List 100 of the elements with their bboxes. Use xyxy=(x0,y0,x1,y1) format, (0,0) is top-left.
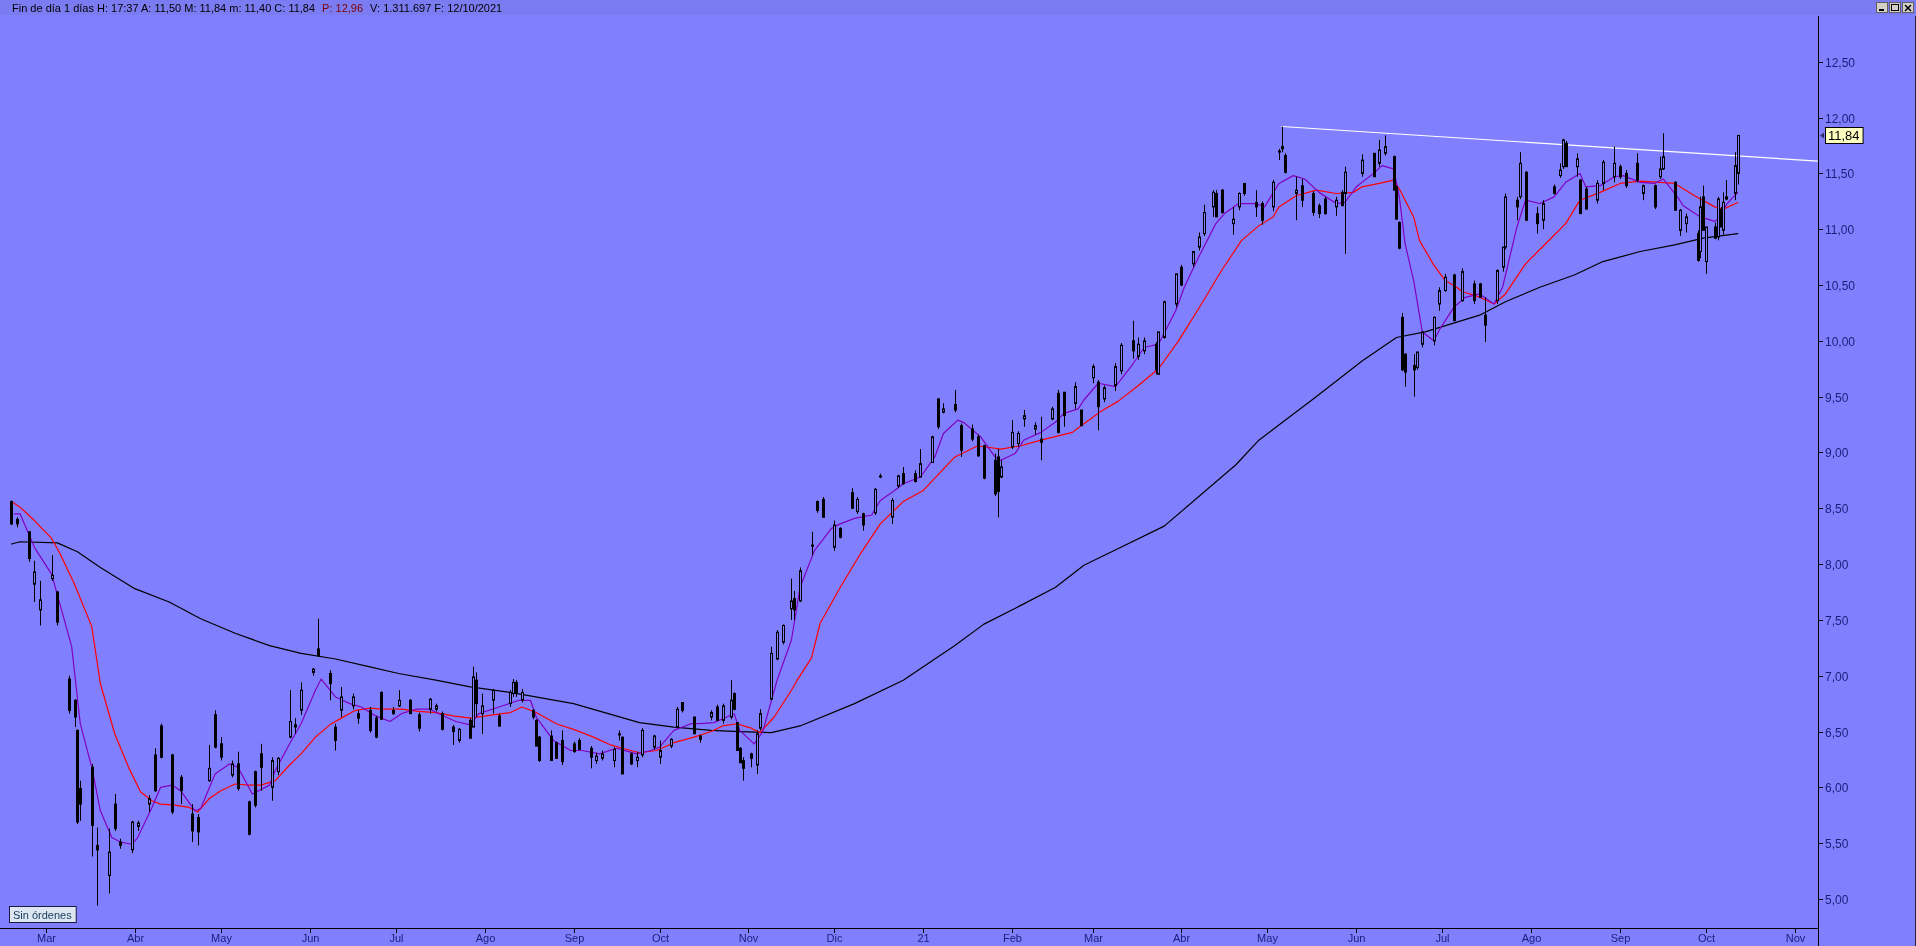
candlestick xyxy=(1281,126,1284,153)
candlestick xyxy=(1484,296,1487,343)
candlestick xyxy=(1132,320,1135,360)
x-tick-label: Ago xyxy=(1521,932,1542,944)
candlestick xyxy=(1295,176,1298,221)
candlestick xyxy=(1473,280,1476,305)
y-tick-label: 6,50 xyxy=(1825,725,1849,740)
x-tick-label: Mar xyxy=(1084,932,1104,944)
x-tick-label: Nov xyxy=(738,932,759,944)
x-tick-label: Dic xyxy=(826,932,843,944)
x-tick-label: Jul xyxy=(389,932,404,944)
candlestick xyxy=(96,827,99,907)
x-tick-label: Feb xyxy=(1003,932,1022,944)
y-tick-label: 10,50 xyxy=(1825,278,1856,293)
candlestick xyxy=(197,813,200,846)
candlestick xyxy=(1679,208,1682,237)
candlestick xyxy=(1373,152,1376,178)
x-tick-label: Abr xyxy=(126,932,145,944)
y-tick-label: 12,00 xyxy=(1825,111,1856,126)
candlestick xyxy=(954,389,957,413)
chart-title: Fin de día 1 días H: 17:37 A: 11,50 M: 11,84 m: 11,40 C: 11,84 xyxy=(12,1,316,14)
candlestick xyxy=(1542,199,1545,230)
candlestick xyxy=(1092,363,1095,384)
candlestick xyxy=(1215,189,1218,218)
candlestick xyxy=(1516,196,1519,221)
y-tick-label: 8,00 xyxy=(1825,557,1849,572)
label-box: 11,84 xyxy=(1825,127,1864,144)
candlestick xyxy=(492,688,495,715)
candlestick xyxy=(874,487,877,516)
candlestick xyxy=(74,698,77,728)
candlestick xyxy=(722,703,725,725)
candlestick xyxy=(329,669,332,701)
candlestick xyxy=(51,554,54,582)
candlestick xyxy=(39,580,42,626)
x-tick-label: Sep xyxy=(564,932,585,944)
candlestick xyxy=(1203,204,1206,237)
candlestick xyxy=(1659,156,1662,180)
chart-subtitle: P: 12,96 xyxy=(322,1,364,14)
candlestick xyxy=(1438,286,1441,312)
y-tick-label: 9,50 xyxy=(1825,390,1849,405)
candlestick xyxy=(1232,206,1235,236)
candlestick xyxy=(822,496,825,518)
candlestick xyxy=(1654,184,1657,210)
candlestick xyxy=(220,736,223,762)
y-tick-label: 10,00 xyxy=(1825,334,1856,349)
candlestick xyxy=(260,743,263,792)
candlestick xyxy=(317,618,320,658)
x-tick-label: Ago xyxy=(475,932,496,944)
candlestick xyxy=(1074,381,1077,410)
candlestick xyxy=(33,560,36,603)
candlestick xyxy=(977,434,980,458)
candlestick xyxy=(191,803,194,843)
button: Sin órdenes xyxy=(9,906,77,923)
y-tick-label: 7,00 xyxy=(1825,669,1849,684)
candlestick xyxy=(1040,416,1043,461)
y-tick-label: 5,00 xyxy=(1825,892,1849,907)
candlestick xyxy=(289,689,292,739)
x-tick-label: Mar xyxy=(37,932,57,944)
text: V: 1.311.697 F: 12/10/2021 xyxy=(370,1,503,14)
candlestick xyxy=(613,746,616,768)
y-tick-label: 9,00 xyxy=(1825,445,1849,460)
candlestick xyxy=(1114,362,1117,392)
candlestick xyxy=(561,729,564,766)
candlestick xyxy=(1685,213,1688,234)
candlestick xyxy=(1378,139,1381,168)
candlestick xyxy=(1261,200,1264,226)
x-tick-label: Jul xyxy=(1435,932,1450,944)
candlestick xyxy=(1384,134,1387,157)
candlestick xyxy=(782,623,785,645)
x-tick-label: 21 xyxy=(917,932,930,944)
candlestick xyxy=(481,693,484,735)
candlestick xyxy=(1011,419,1014,450)
x-tick-label: May xyxy=(1257,932,1279,944)
candlestick xyxy=(1301,178,1304,208)
y-tick-label: 5,50 xyxy=(1825,836,1849,851)
x-tick-label: Nov xyxy=(1785,932,1806,944)
candlestick xyxy=(1335,196,1338,217)
candlestick xyxy=(790,578,793,621)
candlestick xyxy=(300,681,303,716)
candlestick xyxy=(1576,152,1579,178)
y-tick-label: 11,50 xyxy=(1825,166,1855,181)
candlestick xyxy=(1361,153,1364,178)
candlestick xyxy=(676,706,679,729)
candlestick xyxy=(108,828,111,894)
candlestick xyxy=(1255,189,1258,218)
candlestick xyxy=(759,708,762,731)
candlestick xyxy=(340,686,343,718)
candlestick xyxy=(1433,315,1436,346)
y-tick-label: 11,00 xyxy=(1825,222,1855,237)
x-tick-label: May xyxy=(211,932,233,944)
x-tick-label: Sep xyxy=(1610,932,1631,944)
candlestick xyxy=(1536,206,1539,235)
candlestick xyxy=(1596,179,1599,205)
x-tick-label: Oct xyxy=(1697,932,1716,944)
annotation: Sin órdenes xyxy=(13,908,73,921)
candlestick xyxy=(1221,188,1224,215)
candlestick xyxy=(1312,190,1315,217)
candlestick xyxy=(833,520,836,552)
candlestick xyxy=(208,744,211,783)
candlestick xyxy=(1212,189,1215,218)
